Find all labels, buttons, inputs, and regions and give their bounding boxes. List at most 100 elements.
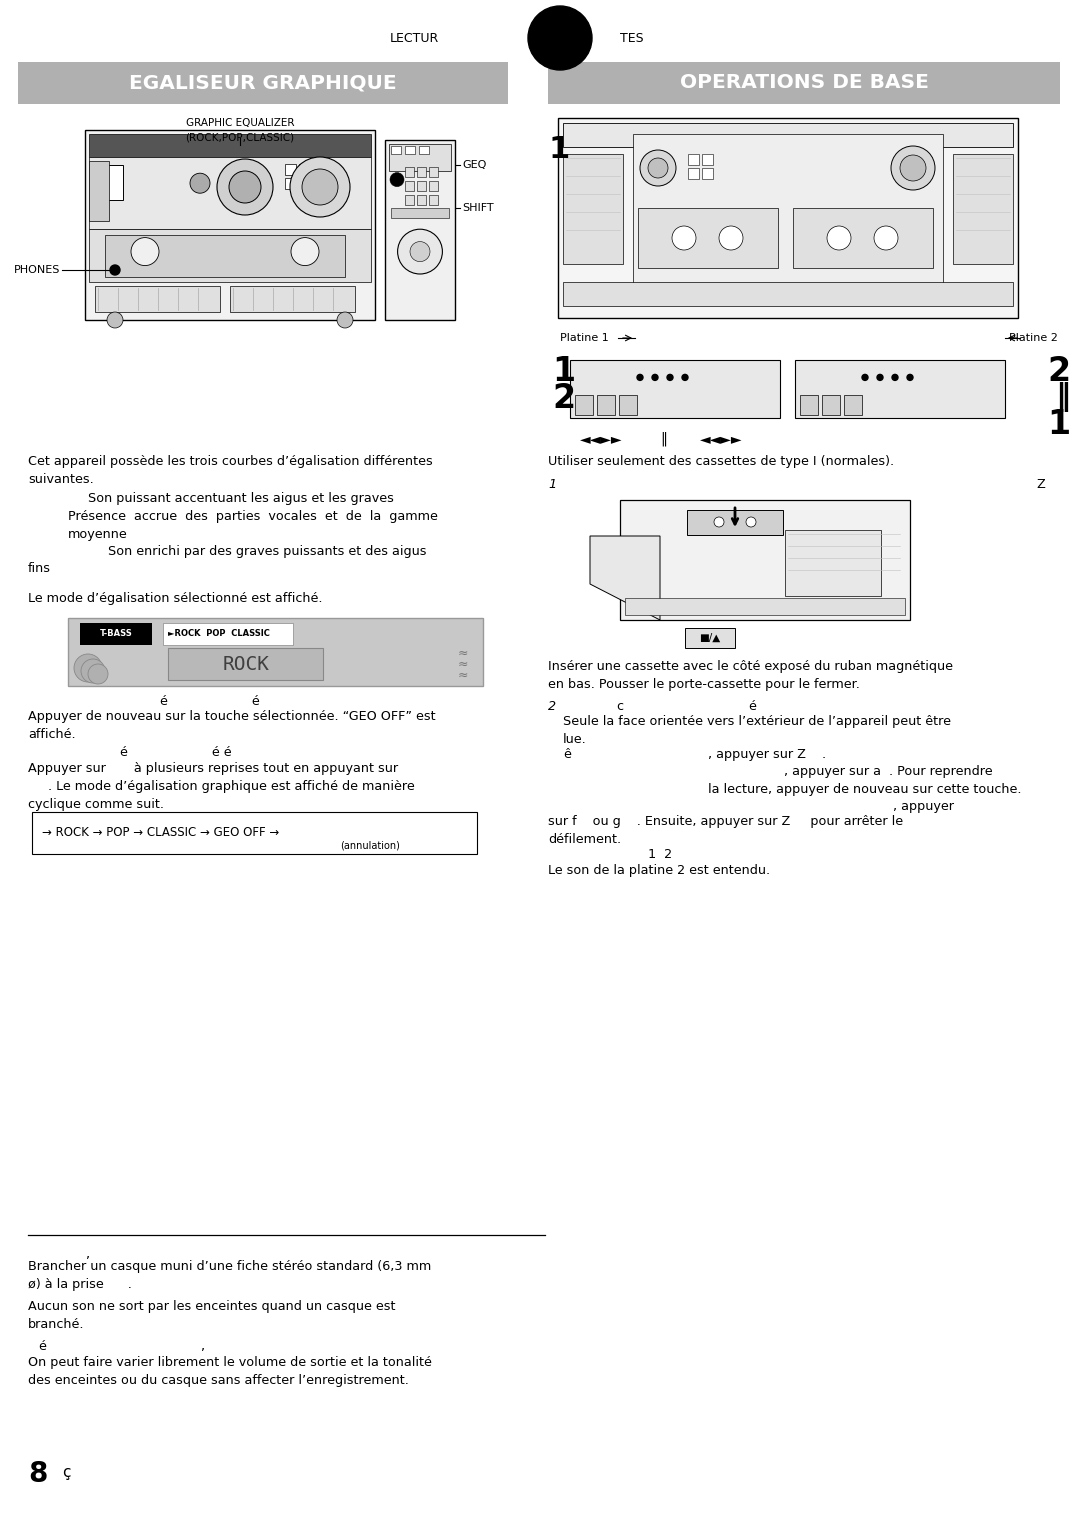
- Circle shape: [746, 516, 756, 527]
- Text: GRAPHIC EQUALIZER
(ROCK,POP,CLASSIC): GRAPHIC EQUALIZER (ROCK,POP,CLASSIC): [186, 118, 295, 142]
- Text: ,: ,: [85, 1248, 90, 1261]
- Text: é: é: [38, 1340, 45, 1352]
- Circle shape: [900, 154, 926, 180]
- Text: 2: 2: [552, 382, 576, 416]
- Bar: [230, 286, 355, 312]
- Bar: [429, 167, 438, 177]
- Text: , appuyer: , appuyer: [893, 801, 954, 813]
- Circle shape: [891, 147, 935, 189]
- Text: EGALISEUR GRAPHIQUE: EGALISEUR GRAPHIQUE: [130, 73, 396, 93]
- Bar: [619, 394, 637, 416]
- Circle shape: [681, 374, 688, 380]
- Text: Présence  accrue  des  parties  vocales  et  de  la  gamme
moyenne: Présence accrue des parties vocales et d…: [68, 510, 437, 541]
- Text: 2: 2: [548, 700, 556, 714]
- Text: PHONES: PHONES: [14, 264, 60, 275]
- Bar: [89, 160, 109, 222]
- Circle shape: [827, 226, 851, 251]
- Circle shape: [862, 374, 868, 380]
- Circle shape: [110, 264, 120, 275]
- Text: 1: 1: [552, 354, 576, 388]
- Bar: [85, 130, 375, 319]
- Circle shape: [719, 226, 743, 251]
- Text: 2: 2: [1047, 354, 1070, 388]
- Bar: [285, 163, 296, 174]
- Text: Z: Z: [1036, 478, 1045, 490]
- Bar: [429, 196, 438, 205]
- Bar: [391, 208, 449, 219]
- Bar: [89, 229, 372, 283]
- Bar: [405, 147, 415, 154]
- Text: ≈: ≈: [458, 657, 469, 671]
- Text: ≈: ≈: [458, 669, 469, 681]
- Bar: [299, 163, 310, 174]
- Text: Son enrichi par des graves puissants et des aigus: Son enrichi par des graves puissants et …: [108, 545, 427, 558]
- Bar: [563, 122, 1013, 147]
- Circle shape: [397, 229, 443, 274]
- Bar: [417, 180, 426, 191]
- Bar: [417, 196, 426, 205]
- Text: 8: 8: [28, 1459, 48, 1488]
- Bar: [570, 361, 780, 419]
- Bar: [688, 168, 699, 179]
- Bar: [419, 147, 429, 154]
- Text: TES: TES: [620, 32, 644, 44]
- Bar: [687, 510, 783, 535]
- Circle shape: [637, 374, 643, 380]
- Bar: [405, 196, 414, 205]
- Bar: [163, 623, 293, 645]
- Text: ê: ê: [563, 749, 571, 761]
- Bar: [685, 628, 735, 648]
- Text: Platine 2: Platine 2: [1009, 333, 1058, 342]
- Text: é                     é: é é: [160, 695, 260, 707]
- Bar: [429, 180, 438, 191]
- Circle shape: [291, 237, 319, 266]
- Text: , appuyer sur a  . Pour reprendre
la lecture, appuyer de nouveau sur cette touch: , appuyer sur a . Pour reprendre la lect…: [708, 766, 1022, 796]
- Bar: [688, 154, 699, 165]
- Bar: [793, 208, 933, 267]
- Bar: [89, 134, 372, 157]
- Circle shape: [291, 157, 350, 217]
- Circle shape: [714, 516, 724, 527]
- Bar: [299, 177, 310, 188]
- Bar: [384, 141, 455, 319]
- Bar: [80, 623, 152, 645]
- Circle shape: [390, 173, 404, 186]
- Circle shape: [107, 312, 123, 329]
- Bar: [625, 599, 905, 616]
- Text: Seule la face orientée vers l’extérieur de l’appareil peut être
lue.: Seule la face orientée vers l’extérieur …: [563, 715, 951, 746]
- Circle shape: [667, 374, 673, 380]
- Bar: [168, 648, 323, 680]
- Bar: [620, 500, 910, 620]
- Bar: [785, 530, 881, 596]
- Circle shape: [874, 226, 897, 251]
- Text: ■/▲: ■/▲: [700, 633, 720, 643]
- Bar: [822, 394, 840, 416]
- Circle shape: [907, 374, 913, 380]
- Bar: [563, 283, 1013, 306]
- Text: fins: fins: [28, 562, 51, 575]
- Text: (annulation): (annulation): [340, 840, 400, 850]
- Text: LECTUR: LECTUR: [390, 32, 440, 44]
- Bar: [548, 63, 1059, 104]
- Text: é                     é é: é é é: [120, 746, 231, 759]
- Text: Platine 1: Platine 1: [561, 333, 612, 342]
- Circle shape: [81, 659, 105, 683]
- Text: GEQ: GEQ: [462, 160, 486, 170]
- Bar: [18, 63, 508, 104]
- Text: ‖: ‖: [660, 432, 666, 446]
- Text: Utiliser seulement des cassettes de type I (normales).: Utiliser seulement des cassettes de type…: [548, 455, 894, 468]
- Text: ◄◄►►: ◄◄►►: [700, 432, 743, 446]
- Text: ROCK: ROCK: [222, 654, 270, 674]
- Text: , appuyer sur Z    .: , appuyer sur Z .: [708, 749, 826, 761]
- Circle shape: [877, 374, 883, 380]
- Circle shape: [190, 173, 210, 193]
- Polygon shape: [590, 536, 660, 620]
- Text: ◄◄►►: ◄◄►►: [580, 432, 622, 446]
- Text: Appuyer de nouveau sur la touche sélectionnée. “GEO OFF” est
affiché.: Appuyer de nouveau sur la touche sélecti…: [28, 711, 435, 741]
- Text: ≈: ≈: [458, 646, 469, 660]
- Circle shape: [892, 374, 897, 380]
- Text: 1  2: 1 2: [648, 848, 672, 860]
- Text: OPERATIONS DE BASE: OPERATIONS DE BASE: [679, 73, 929, 93]
- Circle shape: [302, 170, 338, 205]
- Circle shape: [528, 6, 592, 70]
